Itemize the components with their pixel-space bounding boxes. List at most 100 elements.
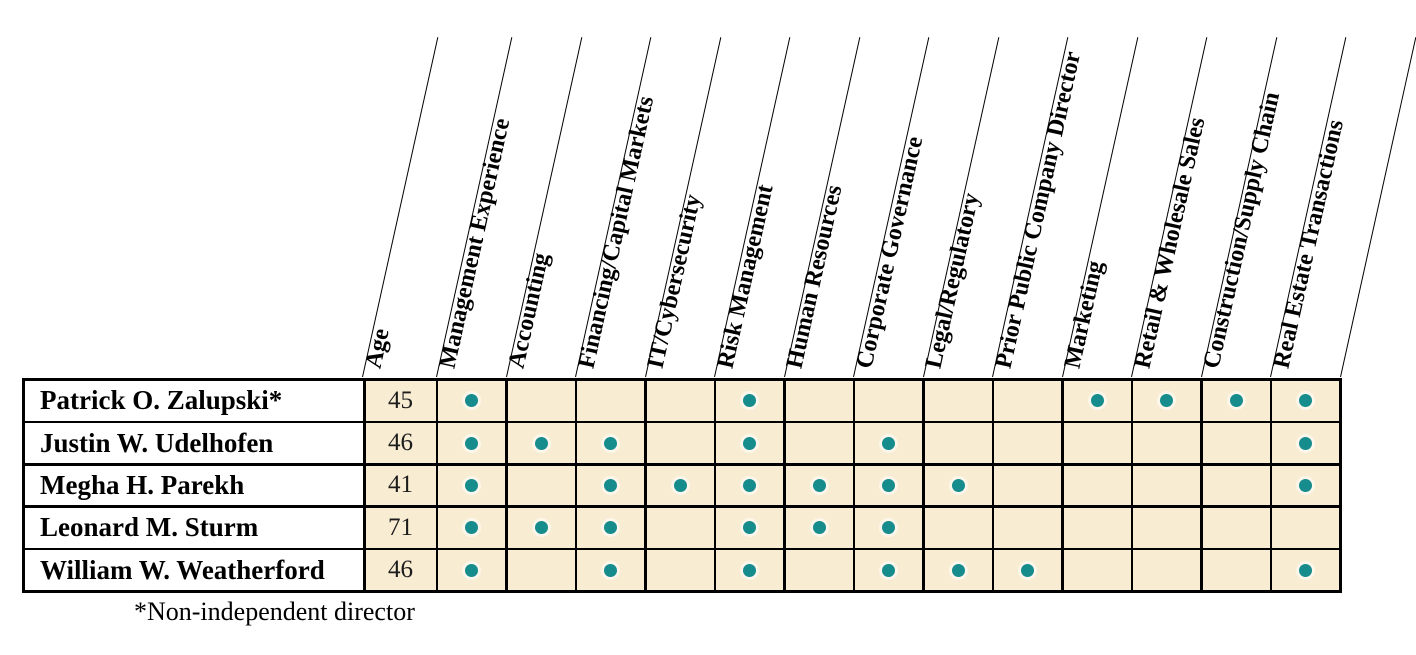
column-header-label: Marketing (1059, 258, 1109, 371)
skill-cell (924, 550, 992, 590)
skill-cell (785, 423, 853, 464)
skill-dot-icon (1160, 394, 1173, 408)
skills-matrix-table: Patrick O. Zalupski* 45 Justin W. Udelhofe… (22, 378, 1342, 593)
skill-cell (716, 381, 783, 421)
skill-cell (1063, 423, 1131, 464)
skill-dot-icon (465, 436, 478, 450)
skill-dot-icon (534, 436, 548, 450)
skill-cell (1202, 465, 1270, 506)
skill-cell (994, 381, 1061, 421)
skill-cell (507, 550, 575, 590)
skill-dot-icon (812, 521, 826, 535)
column-header-label: Accounting (503, 250, 555, 371)
skill-dot-icon (1021, 563, 1034, 577)
skill-cell (1063, 381, 1131, 421)
director-age-cell: 41 (365, 465, 436, 506)
skill-cell (855, 550, 922, 590)
column-header-label: Retail & Wholesale Sales (1129, 115, 1211, 371)
skill-cell (1272, 465, 1339, 506)
skill-cell (1133, 381, 1200, 421)
column-headers: Age Management Experience Accounting Financ… (360, 37, 1416, 378)
skill-cell (1202, 550, 1270, 590)
skill-dot-icon (951, 563, 965, 577)
skill-cell (855, 465, 922, 506)
column-header-label: Financing/Capital Markets (573, 93, 659, 371)
header-divider-line (1339, 37, 1416, 378)
skill-cell (1133, 423, 1200, 464)
skill-cell (1272, 550, 1339, 590)
director-age-cell: 71 (365, 507, 436, 548)
skill-cell (507, 381, 575, 421)
skill-cell (994, 465, 1061, 506)
skill-cell (646, 423, 714, 464)
skill-cell (1063, 550, 1131, 590)
age-column-header: Age (360, 326, 395, 371)
skill-cell (994, 423, 1061, 464)
skill-cell (646, 507, 714, 548)
skill-dot-icon (743, 563, 756, 577)
skill-dot-icon (882, 521, 895, 535)
skill-dot-icon (882, 436, 895, 450)
skill-cell (1272, 381, 1339, 421)
column-header-label: Legal/Regulatory (920, 190, 985, 371)
director-name-cell: William W. Weatherford (25, 550, 363, 590)
skill-cell (855, 423, 922, 464)
skill-dot-icon (465, 478, 478, 492)
skill-cell (785, 550, 853, 590)
skill-cell (1133, 465, 1200, 506)
column-header-label: Construction/Supply Chain (1198, 89, 1286, 371)
skill-cell (716, 507, 783, 548)
skill-cell (438, 507, 505, 548)
skill-dot-icon (743, 521, 756, 535)
skill-cell (855, 381, 922, 421)
skill-dot-icon (604, 478, 617, 492)
skill-dot-icon (1299, 436, 1312, 450)
skill-cell (924, 465, 992, 506)
skill-cell (1063, 507, 1131, 548)
column-header-label: Human Resources (781, 182, 848, 371)
director-age-cell: 45 (365, 381, 436, 421)
skill-dot-icon (882, 478, 895, 492)
skill-dot-icon (882, 563, 895, 577)
skill-cell (577, 381, 644, 421)
skill-dot-icon (743, 394, 756, 408)
director-name-cell: Patrick O. Zalupski* (25, 381, 363, 421)
skill-dot-icon (465, 394, 478, 408)
skill-cell (716, 550, 783, 590)
column-header-label: Management Experience (434, 115, 516, 371)
skill-cell (646, 381, 714, 421)
skill-cell (646, 550, 714, 590)
director-age-cell: 46 (365, 423, 436, 464)
skill-dot-icon (465, 563, 478, 577)
footnote: *Non-independent director (134, 597, 415, 626)
skill-dot-icon (465, 521, 478, 535)
skill-cell (924, 381, 992, 421)
skill-cell (1063, 465, 1131, 506)
skill-cell (438, 465, 505, 506)
skill-cell (577, 423, 644, 464)
skill-cell (438, 381, 505, 421)
skill-cell (577, 550, 644, 590)
skill-cell (577, 507, 644, 548)
director-age-cell: 46 (365, 550, 436, 590)
skill-cell (438, 550, 505, 590)
skill-cell (924, 507, 992, 548)
skill-cell (1133, 507, 1200, 548)
skill-dot-icon (1299, 563, 1312, 577)
skill-cell (994, 507, 1061, 548)
skill-cell (785, 465, 853, 506)
skill-dot-icon (1229, 394, 1243, 408)
skill-cell (785, 507, 853, 548)
column-header-label: Risk Management (712, 182, 779, 371)
skill-dot-icon (743, 478, 756, 492)
skill-cell (1272, 507, 1339, 548)
skill-dot-icon (1299, 478, 1312, 492)
skill-dot-icon (604, 521, 617, 535)
director-name-cell: Leonard M. Sturm (25, 507, 363, 548)
skill-dot-icon (812, 478, 826, 492)
skill-cell (785, 381, 853, 421)
skill-cell (716, 465, 783, 506)
skill-cell (646, 465, 714, 506)
skill-dot-icon (673, 478, 687, 492)
